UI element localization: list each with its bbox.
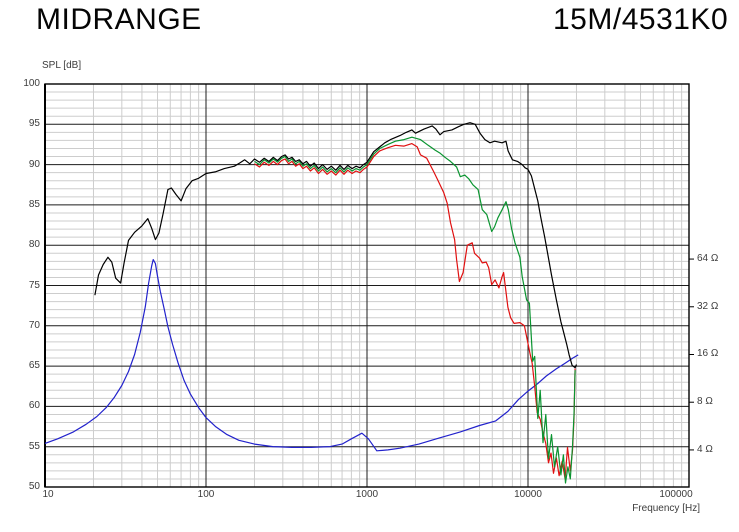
60-deg-off-axis-curve bbox=[254, 143, 576, 480]
impedance-tick-label: 16 Ω bbox=[697, 348, 719, 360]
spl-tick-label: 65 bbox=[28, 360, 40, 372]
spl-tick-label: 70 bbox=[28, 319, 40, 331]
on-axis-response-curve bbox=[94, 122, 578, 369]
spl-tick-label: 90 bbox=[28, 158, 40, 170]
spl-tick-label: 80 bbox=[28, 239, 40, 251]
frequency-tick-label: 1000 bbox=[355, 489, 379, 500]
frequency-axis-label: Frequency [Hz] bbox=[632, 503, 700, 514]
spl-tick-label: 100 bbox=[23, 78, 40, 89]
frequency-tick-label: 100000 bbox=[659, 489, 693, 500]
page-title-category: MIDRANGE bbox=[36, 3, 202, 36]
impedance-tick-label: 4 Ω bbox=[697, 443, 713, 455]
spl-axis-label: SPL [dB] bbox=[42, 60, 82, 71]
spl-tick-label: 55 bbox=[28, 440, 40, 452]
spl-tick-label: 85 bbox=[28, 198, 40, 210]
page-title-model: 15M/4531K0 bbox=[553, 3, 729, 36]
frequency-tick-label: 100 bbox=[197, 489, 215, 500]
spl-tick-label: 75 bbox=[28, 279, 40, 291]
impedance-curve bbox=[44, 259, 579, 452]
frequency-tick-label: 10000 bbox=[514, 489, 542, 500]
spl-tick-label: 50 bbox=[28, 481, 40, 492]
impedance-tick-label: 64 Ω bbox=[697, 253, 719, 265]
spl-tick-label: 60 bbox=[28, 400, 40, 412]
spl-tick-label: 95 bbox=[28, 118, 40, 130]
30-deg-off-axis-curve bbox=[254, 136, 576, 484]
impedance-tick-label: 8 Ω bbox=[697, 396, 713, 408]
impedance-tick-label: 32 Ω bbox=[697, 300, 719, 312]
frequency-tick-label: 10 bbox=[42, 489, 54, 500]
